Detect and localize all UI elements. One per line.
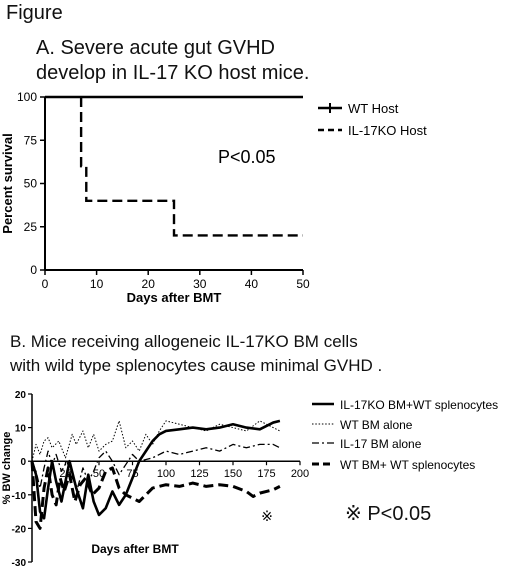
chart-a: 0 10 20 30 40 50 0 25 50 75 100 Days after BMT Perce… <box>0 90 427 305</box>
chart-a-title: A. Severe acute gut GVHD develop in IL-1… <box>36 37 310 84</box>
legend-label: WT BM alone <box>340 418 413 432</box>
y-tick-label: -10 <box>12 491 27 502</box>
x-tick-label: 50 <box>296 277 310 291</box>
y-tick-label: 50 <box>24 177 38 191</box>
legend-label: IL-17KO BM+WT splenocytes <box>340 398 498 412</box>
x-tick-label: 100 <box>157 468 175 480</box>
x-axis-title: Days after BMT <box>127 290 222 305</box>
figure-label: Figure <box>6 2 63 24</box>
legend-label: WT Host <box>348 101 399 116</box>
x-tick-label: 10 <box>90 277 104 291</box>
legend-label: IL-17KO Host <box>348 123 427 138</box>
legend-label: WT BM+ WT splenocytes <box>340 458 475 472</box>
p-value-annotation: P<0.05 <box>218 147 276 167</box>
y-tick-label: -30 <box>12 558 27 566</box>
x-tick-label: 40 <box>245 277 259 291</box>
y-tick-label: 0 <box>20 457 26 468</box>
y-axis-title: Percent survival <box>0 133 15 233</box>
x-tick-label: 20 <box>142 277 156 291</box>
chart-b-title: B. Mice receiving allogeneic IL-17KO BM … <box>10 332 383 375</box>
y-tick-label: 10 <box>15 424 27 435</box>
y-tick-label: 0 <box>30 263 37 277</box>
bw-line-il17-bm-alone <box>31 443 281 489</box>
bw-line-wt-bm-wt-spl <box>30 461 281 530</box>
legend-label: IL-17 BM alone <box>340 437 422 451</box>
bw-line-il17ko-bm-wt-spl <box>30 419 281 520</box>
x-tick-label: 200 <box>291 468 309 480</box>
y-tick-label: 20 <box>15 390 27 401</box>
x-tick-label: 175 <box>257 468 275 480</box>
y-tick-label: 75 <box>24 133 38 147</box>
y-axis-title: % BW change <box>1 432 13 505</box>
x-tick-label: 30 <box>193 277 207 291</box>
chart-b-p-value: ※ P<0.05 <box>345 503 432 525</box>
x-tick-label: 0 <box>42 277 49 291</box>
y-tick-label: 100 <box>17 90 37 104</box>
x-axis-title: Days after BMT <box>91 542 179 556</box>
x-tick-label: 125 <box>190 468 208 480</box>
y-tick-label: 25 <box>24 220 38 234</box>
survival-line-il17ko-host <box>79 97 303 237</box>
significance-marker: ※ <box>261 508 273 524</box>
x-tick-label: 150 <box>224 468 242 480</box>
y-tick-label: -20 <box>12 524 27 535</box>
